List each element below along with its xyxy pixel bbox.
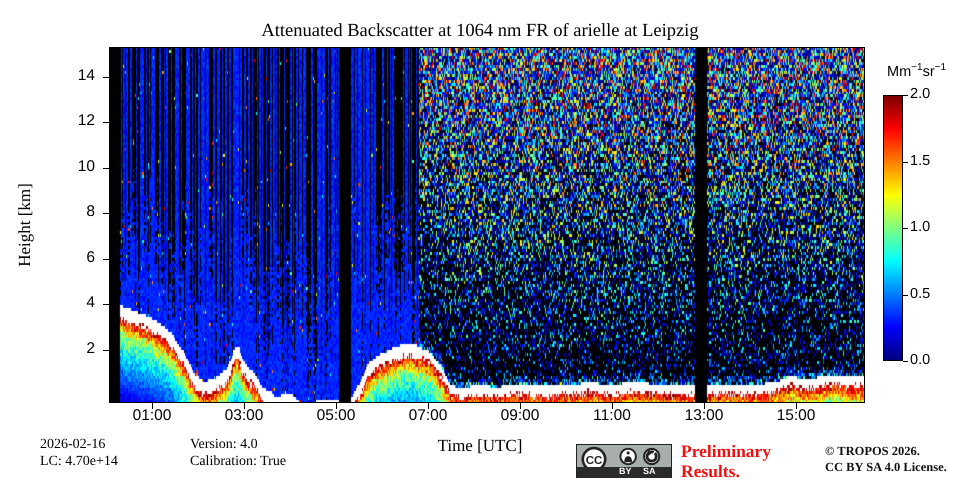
svg-text:CC: CC <box>586 455 603 467</box>
